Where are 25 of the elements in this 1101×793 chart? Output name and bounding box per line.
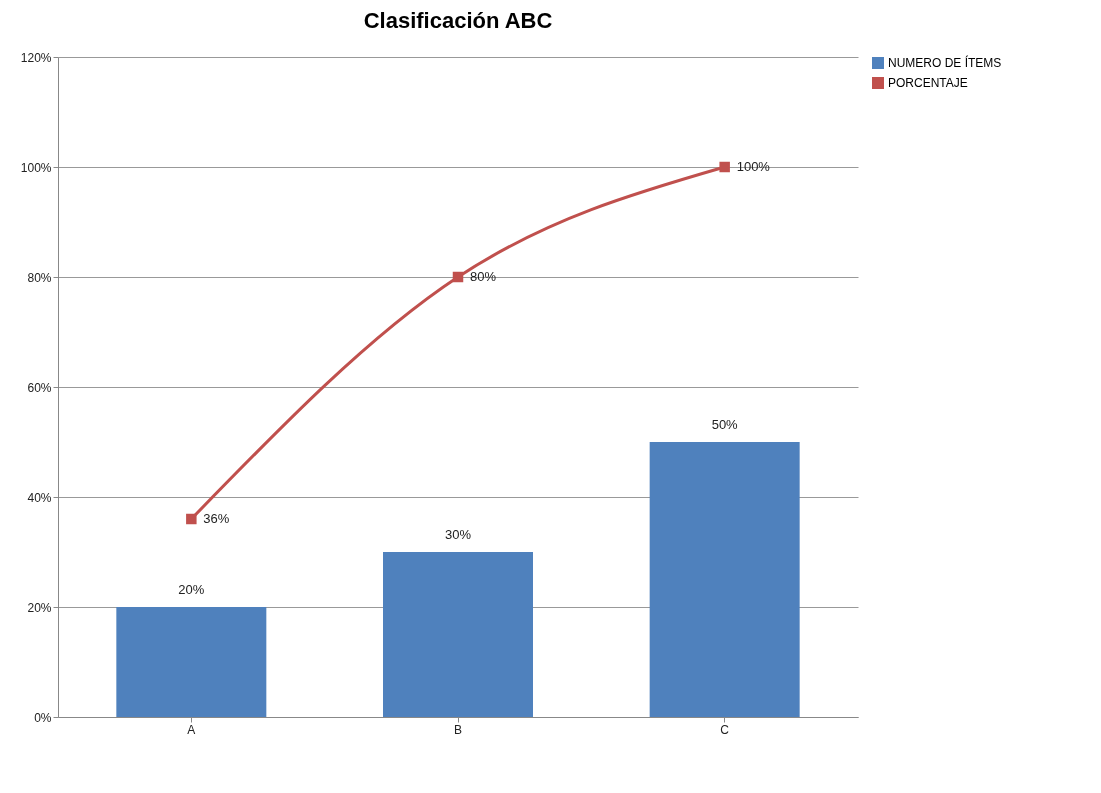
y-tick-label: 20% <box>27 600 52 615</box>
data-label: 100% <box>736 159 771 174</box>
y-tick-label: 0% <box>34 710 52 725</box>
y-tick-label: 100% <box>20 160 52 175</box>
data-label: 30% <box>444 527 472 542</box>
x-tick-label: B <box>453 722 463 737</box>
data-label: 36% <box>203 511 230 526</box>
bar <box>116 607 267 717</box>
data-label: 50% <box>711 417 739 432</box>
y-tick-label: 80% <box>27 270 52 285</box>
point <box>719 161 730 173</box>
y-tick-label: 60% <box>27 380 52 395</box>
point <box>186 513 197 525</box>
y-tick-label: 120% <box>20 50 52 65</box>
y-tick-label: 40% <box>27 490 52 505</box>
bar <box>383 552 533 717</box>
chart-title: Clasificación ABC <box>363 8 553 33</box>
x-tick-label: C <box>720 722 730 737</box>
legend-label: PORCENTAJE <box>888 76 968 90</box>
data-label: 80% <box>470 269 497 284</box>
data-label: 20% <box>178 582 205 597</box>
x-tick-label: A <box>187 722 196 737</box>
point <box>452 271 464 283</box>
bar <box>649 442 800 717</box>
legend-label: NUMERO DE ÍTEMS <box>888 55 1002 70</box>
